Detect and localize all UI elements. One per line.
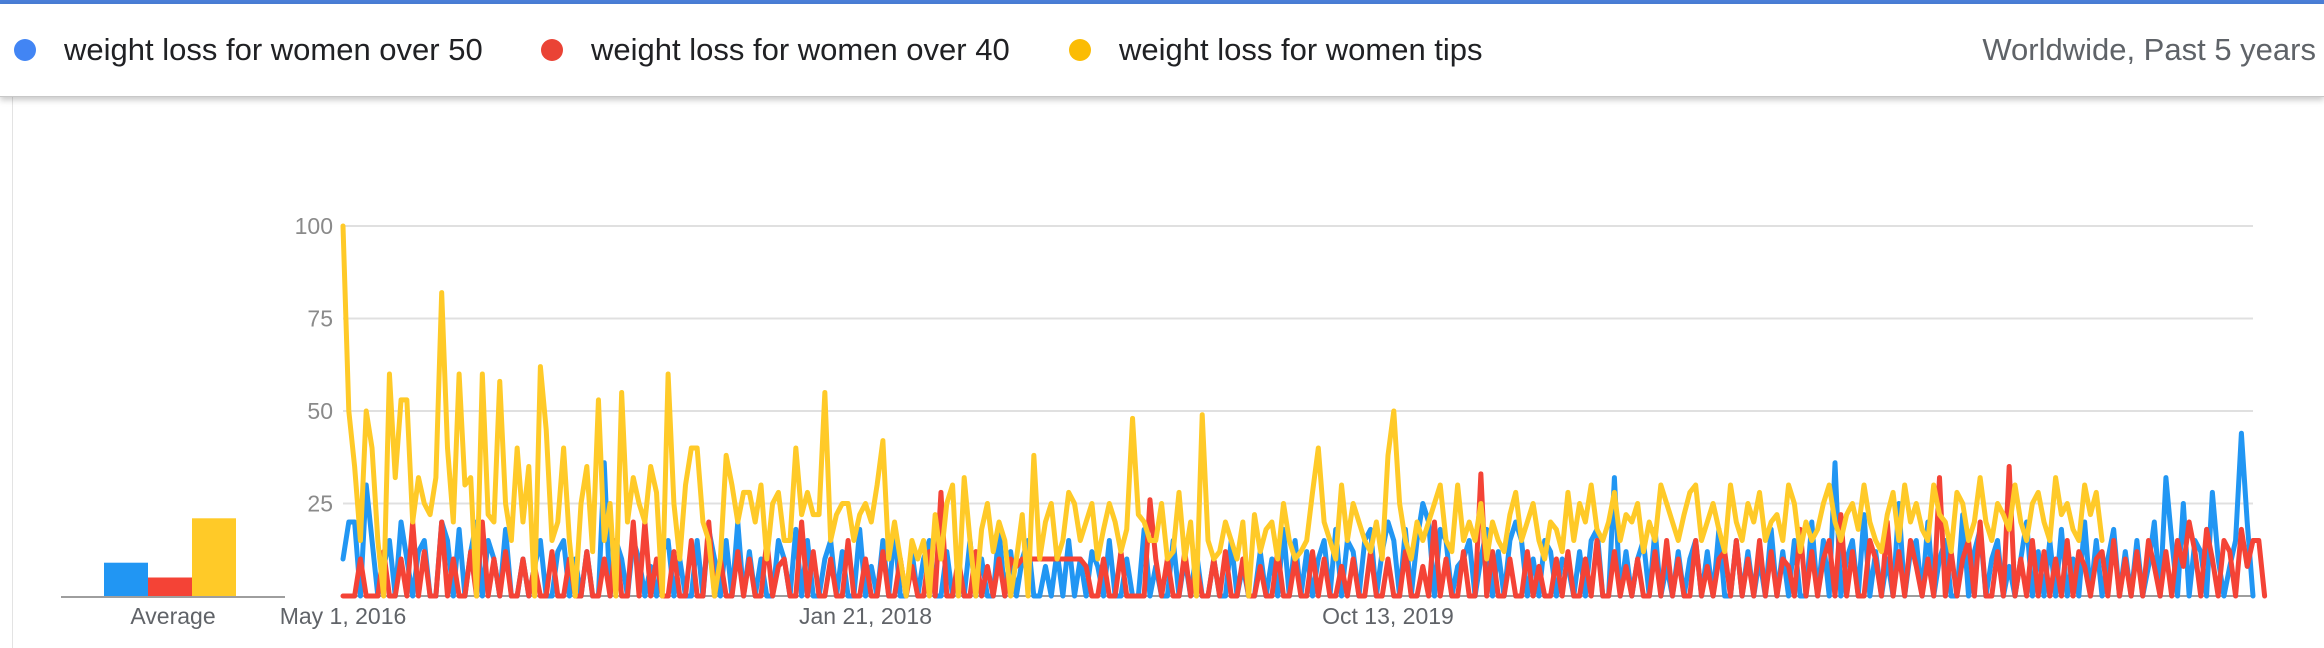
y-tick-label-50: 50 [307,398,333,424]
x-tick-label-2: Jan 21, 2018 [799,603,932,629]
term-chip-over-50[interactable]: weight loss for women over 50 [14,4,483,96]
average-label: Average [130,603,215,629]
average-bar-1 [104,562,148,596]
term-color-dot [14,39,36,61]
term-label: weight loss for women over 40 [591,32,1010,67]
term-color-dot [1069,39,1091,61]
term-label: weight loss for women over 50 [64,32,483,67]
x-tick-label-3: Oct 13, 2019 [1322,603,1454,629]
average-bar-3 [192,518,236,596]
term-color-dot [541,39,563,61]
average-bar-chart: Average [61,518,285,629]
y-tick-label-100: 100 [295,213,333,239]
comparison-header: weight loss for women over 50 weight los… [0,4,2324,97]
x-axis-tick-labels: May 1, 2016 Jan 21, 2018 Oct 13, 2019 [280,603,1454,629]
region-time-filter[interactable]: Worldwide, Past 5 years [1982,32,2316,67]
y-tick-label-25: 25 [307,491,333,517]
term-chip-over-40[interactable]: weight loss for women over 40 [541,4,1010,96]
series-line-3 [340,223,2105,599]
top-accent-bar [0,0,2324,4]
x-tick-label-1: May 1, 2016 [280,603,407,629]
interest-over-time-panel: Average 25 50 75 100 May 1, 2016 Jan 21, 201… [12,96,2324,648]
line-chart-series [340,223,2268,599]
average-bar-2 [148,577,192,596]
y-axis-tick-labels: 25 50 75 100 [295,213,333,517]
y-tick-label-75: 75 [307,306,333,332]
term-chip-tips[interactable]: weight loss for women tips [1069,4,1483,96]
term-label: weight loss for women tips [1119,32,1483,67]
interest-over-time-chart: Average 25 50 75 100 May 1, 2016 Jan 21, 201… [61,213,2268,629]
